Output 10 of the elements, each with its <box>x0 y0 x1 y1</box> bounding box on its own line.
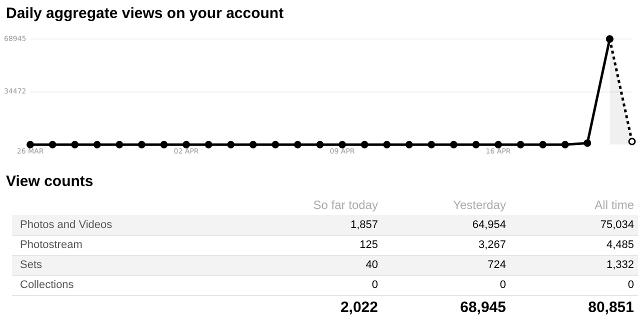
chart-title: Daily aggregate views on your account <box>5 4 285 24</box>
category-label: Yesterday <box>452 197 507 214</box>
text: 80,851 <box>588 298 634 316</box>
category-label: All time <box>594 197 635 214</box>
text: 68,945 <box>460 298 506 316</box>
table-row: Collections 0 0 0 <box>12 275 638 295</box>
category-label: So far today <box>312 197 379 214</box>
table-row: Photostream 125 3,267 4,485 <box>12 235 638 255</box>
text: View counts <box>6 172 94 192</box>
text: 2,022 <box>340 298 378 316</box>
